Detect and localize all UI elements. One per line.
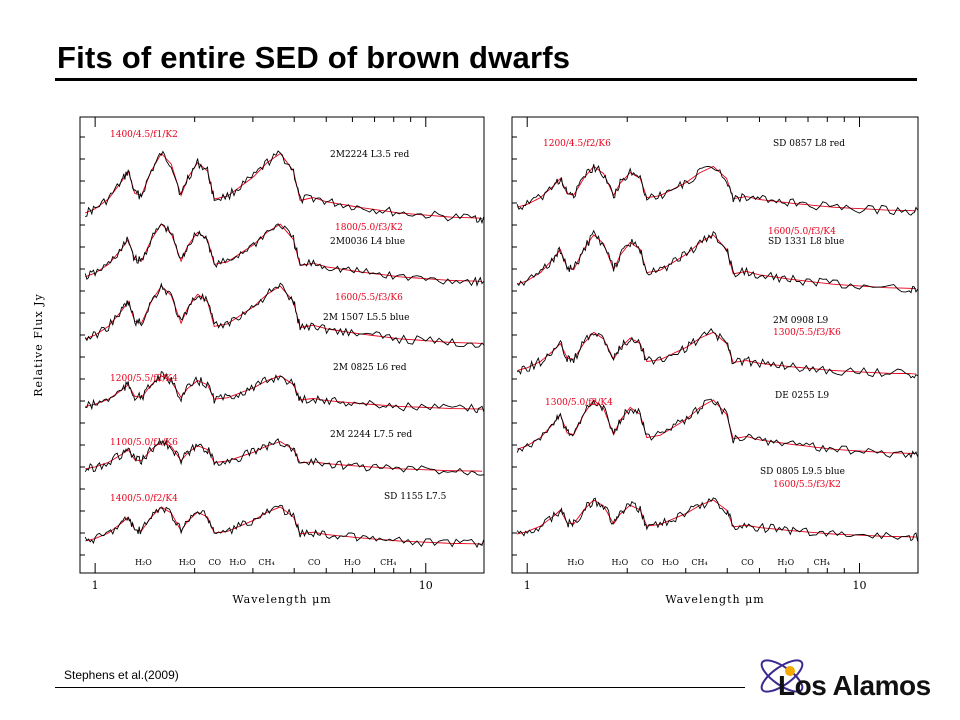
observed-spectrum bbox=[84, 504, 485, 549]
model-label: 1300/5.5/f3/K6 bbox=[773, 328, 841, 338]
band-label: H₂O bbox=[777, 558, 794, 567]
model-spectrum bbox=[85, 375, 483, 410]
band-label: H₂O bbox=[135, 558, 152, 567]
slide-title: Fits of entire SED of brown dwarfs bbox=[57, 40, 571, 75]
object-label: 2M 0908 L9 bbox=[773, 316, 829, 326]
citation: Stephens et al.(2009) bbox=[64, 668, 179, 682]
observed-spectrum bbox=[516, 497, 919, 542]
band-label: CO bbox=[741, 558, 754, 567]
observed-spectrum bbox=[85, 150, 485, 225]
x-tick-label: 10 bbox=[419, 579, 433, 592]
x-tick-label: 1 bbox=[524, 579, 531, 592]
y-axis-label: Relative Flux Jy bbox=[32, 293, 45, 397]
object-label: SD 0805 L9.5 blue bbox=[760, 467, 845, 477]
model-label: 1600/5.5/f3/K6 bbox=[335, 293, 403, 303]
model-label: 1600/5.0/f3/K4 bbox=[768, 227, 836, 237]
band-label: H₂O bbox=[662, 558, 679, 567]
band-label: CH₄ bbox=[814, 558, 830, 567]
model-spectrum bbox=[517, 499, 917, 538]
chart-panel-right: 1 10 Wavelength μm H₂O H₂O CO H₂O CH₄ CO H₂O CH₄ SD… bbox=[511, 116, 919, 606]
band-label: CO bbox=[208, 558, 221, 567]
band-label: H₂O bbox=[567, 558, 584, 567]
model-spectrum bbox=[517, 234, 917, 290]
object-label: 2M 1507 L5.5 blue bbox=[323, 313, 409, 323]
chart-panel-left: 1 10 Wavelength μm Relative Flux Jy H₂O H₂O CO… bbox=[32, 116, 485, 606]
model-label: 1400/5.0/f2/K4 bbox=[110, 494, 178, 504]
object-label: 2M 0825 L6 red bbox=[333, 363, 407, 373]
band-label: H₂O bbox=[179, 558, 196, 567]
object-label: DE 0255 L9 bbox=[775, 391, 829, 401]
x-axis-label: Wavelength μm bbox=[665, 593, 764, 606]
object-label: SD 1331 L8 blue bbox=[768, 237, 844, 247]
plot-frame bbox=[511, 116, 919, 574]
plot-frame bbox=[79, 116, 485, 574]
model-label: 1800/5.0/f3/K2 bbox=[335, 223, 403, 233]
object-label: SD 0857 L8 red bbox=[773, 139, 845, 149]
atom-icon bbox=[760, 659, 804, 693]
observed-spectrum bbox=[516, 398, 919, 459]
band-label: H₂O bbox=[611, 558, 628, 567]
model-label: 1100/5.0/f1/K6 bbox=[110, 438, 178, 448]
object-label: SD 1155 L7.5 bbox=[384, 492, 447, 502]
title-rule bbox=[55, 78, 917, 81]
logo-text: Los Alamos bbox=[778, 670, 931, 701]
model-label: 1200/4.5/f2/K6 bbox=[543, 139, 611, 149]
observed-spectrum bbox=[84, 223, 484, 287]
band-label: CH₄ bbox=[691, 558, 707, 567]
band-label: CO bbox=[308, 558, 321, 567]
object-label: 2M 2244 L7.5 red bbox=[330, 430, 412, 440]
los-alamos-logo: Los Alamos bbox=[760, 640, 950, 712]
observed-spectrum bbox=[85, 370, 485, 414]
observed-spectrum bbox=[516, 229, 918, 294]
model-spectrum bbox=[85, 506, 483, 545]
model-spectrum bbox=[85, 285, 483, 345]
observed-spectrum bbox=[516, 327, 918, 379]
model-spectrum bbox=[85, 152, 483, 219]
observed-spectrum bbox=[84, 438, 484, 476]
x-tick-label: 1 bbox=[92, 579, 99, 592]
model-label: 1400/4.5/f1/K2 bbox=[110, 130, 178, 140]
x-axis-label: Wavelength μm bbox=[232, 593, 331, 606]
band-label: H₂O bbox=[344, 558, 361, 567]
band-label: H₂O bbox=[229, 558, 246, 567]
model-label: 1300/5.0/f2/K4 bbox=[545, 398, 613, 408]
model-label: 1600/5.5/f3/K2 bbox=[773, 480, 841, 490]
footer-rule bbox=[55, 687, 745, 688]
x-tick-label: 10 bbox=[852, 579, 866, 592]
model-label: 1200/5.5/f2/K4 bbox=[110, 374, 178, 384]
observed-spectrum bbox=[84, 282, 484, 348]
object-label: 2M2224 L3.5 red bbox=[330, 150, 409, 160]
band-label: CO bbox=[641, 558, 654, 567]
observed-spectrum bbox=[516, 164, 918, 216]
model-spectrum bbox=[517, 331, 917, 375]
band-label: CH₄ bbox=[258, 558, 274, 567]
object-label: 2M0036 L4 blue bbox=[330, 237, 405, 247]
band-label: CH₄ bbox=[380, 558, 396, 567]
